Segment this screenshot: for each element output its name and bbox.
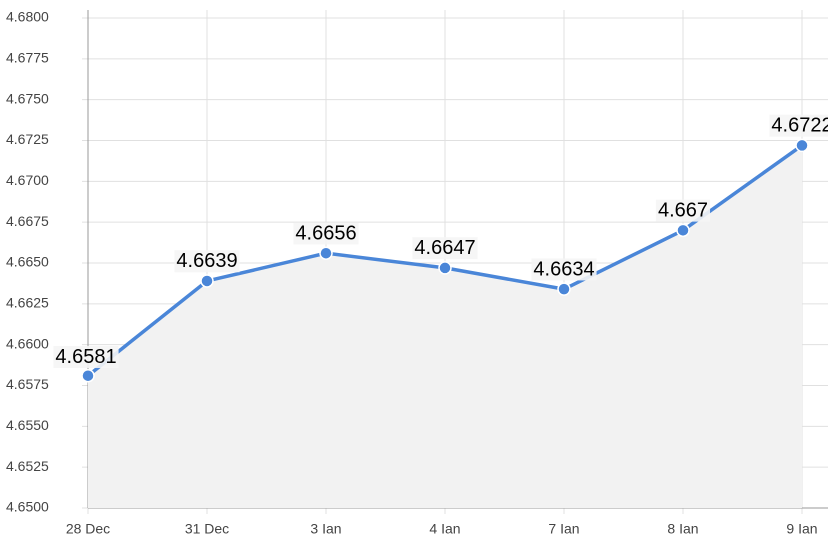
label-bg [412,237,478,260]
point [438,261,452,275]
x-tick-label: 7 Ian [548,521,579,537]
y-tick-label: 4.6750 [6,90,49,106]
label-bg [53,345,119,368]
x-tick-label: 28 Dec [66,521,110,537]
x-tick-label: 4 Ian [429,521,460,537]
y-tick-label: 4.6650 [6,254,49,270]
label-bg [174,250,240,273]
y-tick-label: 4.6675 [6,213,49,229]
data-label: 4.6639 [176,250,237,272]
y-tick-label: 4.6800 [6,9,49,25]
data-label: 4.6656 [295,222,356,244]
label-bg [531,258,597,281]
point [81,368,95,383]
label-bg [655,199,711,222]
y-tick-label: 4.6525 [6,458,49,474]
point [557,282,571,296]
x-tick-label: 8 Ian [667,521,698,537]
point [200,274,214,288]
point [795,138,809,153]
y-tick-label: 4.6725 [6,131,49,147]
y-tick-label: 4.6500 [6,499,49,515]
data-label: 4.6634 [533,258,594,280]
y-tick-label: 4.6625 [6,295,49,311]
label-bg [293,222,359,245]
label-bg [769,114,828,137]
x-tick-label: 9 Ian [786,521,817,537]
y-tick-label: 4.6600 [6,335,49,351]
y-tick-label: 4.6700 [6,172,49,188]
point [319,246,333,260]
data-label: 4.667 [658,200,708,222]
y-tick-label: 4.6775 [6,50,49,66]
y-tick-label: 4.6550 [6,417,49,433]
point [676,223,690,238]
data-label: 4.6722 [771,115,828,137]
x-tick-label: 3 Ian [310,521,341,537]
area [88,145,802,508]
x-tick-label: 31 Dec [185,521,229,537]
y-tick-label: 4.6575 [6,376,49,392]
data-label: 4.6581 [55,346,116,368]
data-label: 4.6647 [414,237,475,259]
